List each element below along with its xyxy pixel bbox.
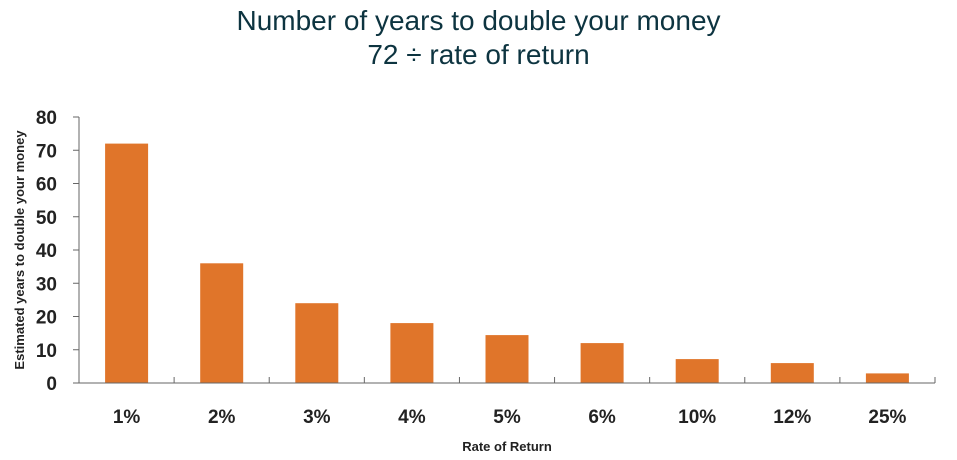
y-tick-label: 10: [36, 341, 57, 362]
y-axis-label: Estimated years to double your money: [12, 130, 27, 370]
bar-4pct: [390, 323, 434, 383]
bar-6pct: [580, 343, 624, 383]
y-tick-label: 30: [36, 274, 57, 295]
x-tick-label: 25%: [868, 407, 906, 428]
chart-title: Number of years to double your money: [236, 5, 721, 36]
bar-10pct: [675, 359, 719, 383]
x-tick-label: 10%: [678, 407, 716, 428]
y-tick-label: 70: [36, 141, 57, 162]
bar-3pct: [295, 303, 339, 383]
bar-1pct: [105, 143, 149, 383]
y-tick-label: 80: [36, 108, 57, 129]
y-tick-label: 20: [36, 308, 57, 329]
chart-title-block: Number of years to double your money 72 …: [0, 4, 957, 72]
bars-group: [105, 143, 909, 383]
chart-subtitle: 72 ÷ rate of return: [367, 39, 590, 70]
bar-25pct: [865, 373, 909, 383]
y-tick-label: 40: [36, 241, 57, 262]
x-axis-label: Rate of Return: [462, 439, 552, 454]
x-tick-label: 1%: [113, 407, 141, 428]
bar-5pct: [485, 335, 529, 383]
x-tick-label: 12%: [773, 407, 811, 428]
x-tick-label: 3%: [303, 407, 331, 428]
y-ticks-group: 0 10 20 30 40 50 60 70 80: [36, 108, 79, 395]
y-tick-label: 50: [36, 208, 57, 229]
x-ticks-group: 1% 2% 3% 4% 5% 6% 10% 12% 25%: [113, 377, 936, 428]
x-tick-label: 4%: [398, 407, 426, 428]
bar-2pct: [200, 263, 244, 383]
x-tick-label: 6%: [588, 407, 616, 428]
x-tick-label: 2%: [208, 407, 236, 428]
x-tick-label: 5%: [493, 407, 521, 428]
y-tick-label: 0: [46, 374, 57, 395]
y-tick-label: 60: [36, 175, 57, 196]
bar-12pct: [770, 363, 814, 383]
